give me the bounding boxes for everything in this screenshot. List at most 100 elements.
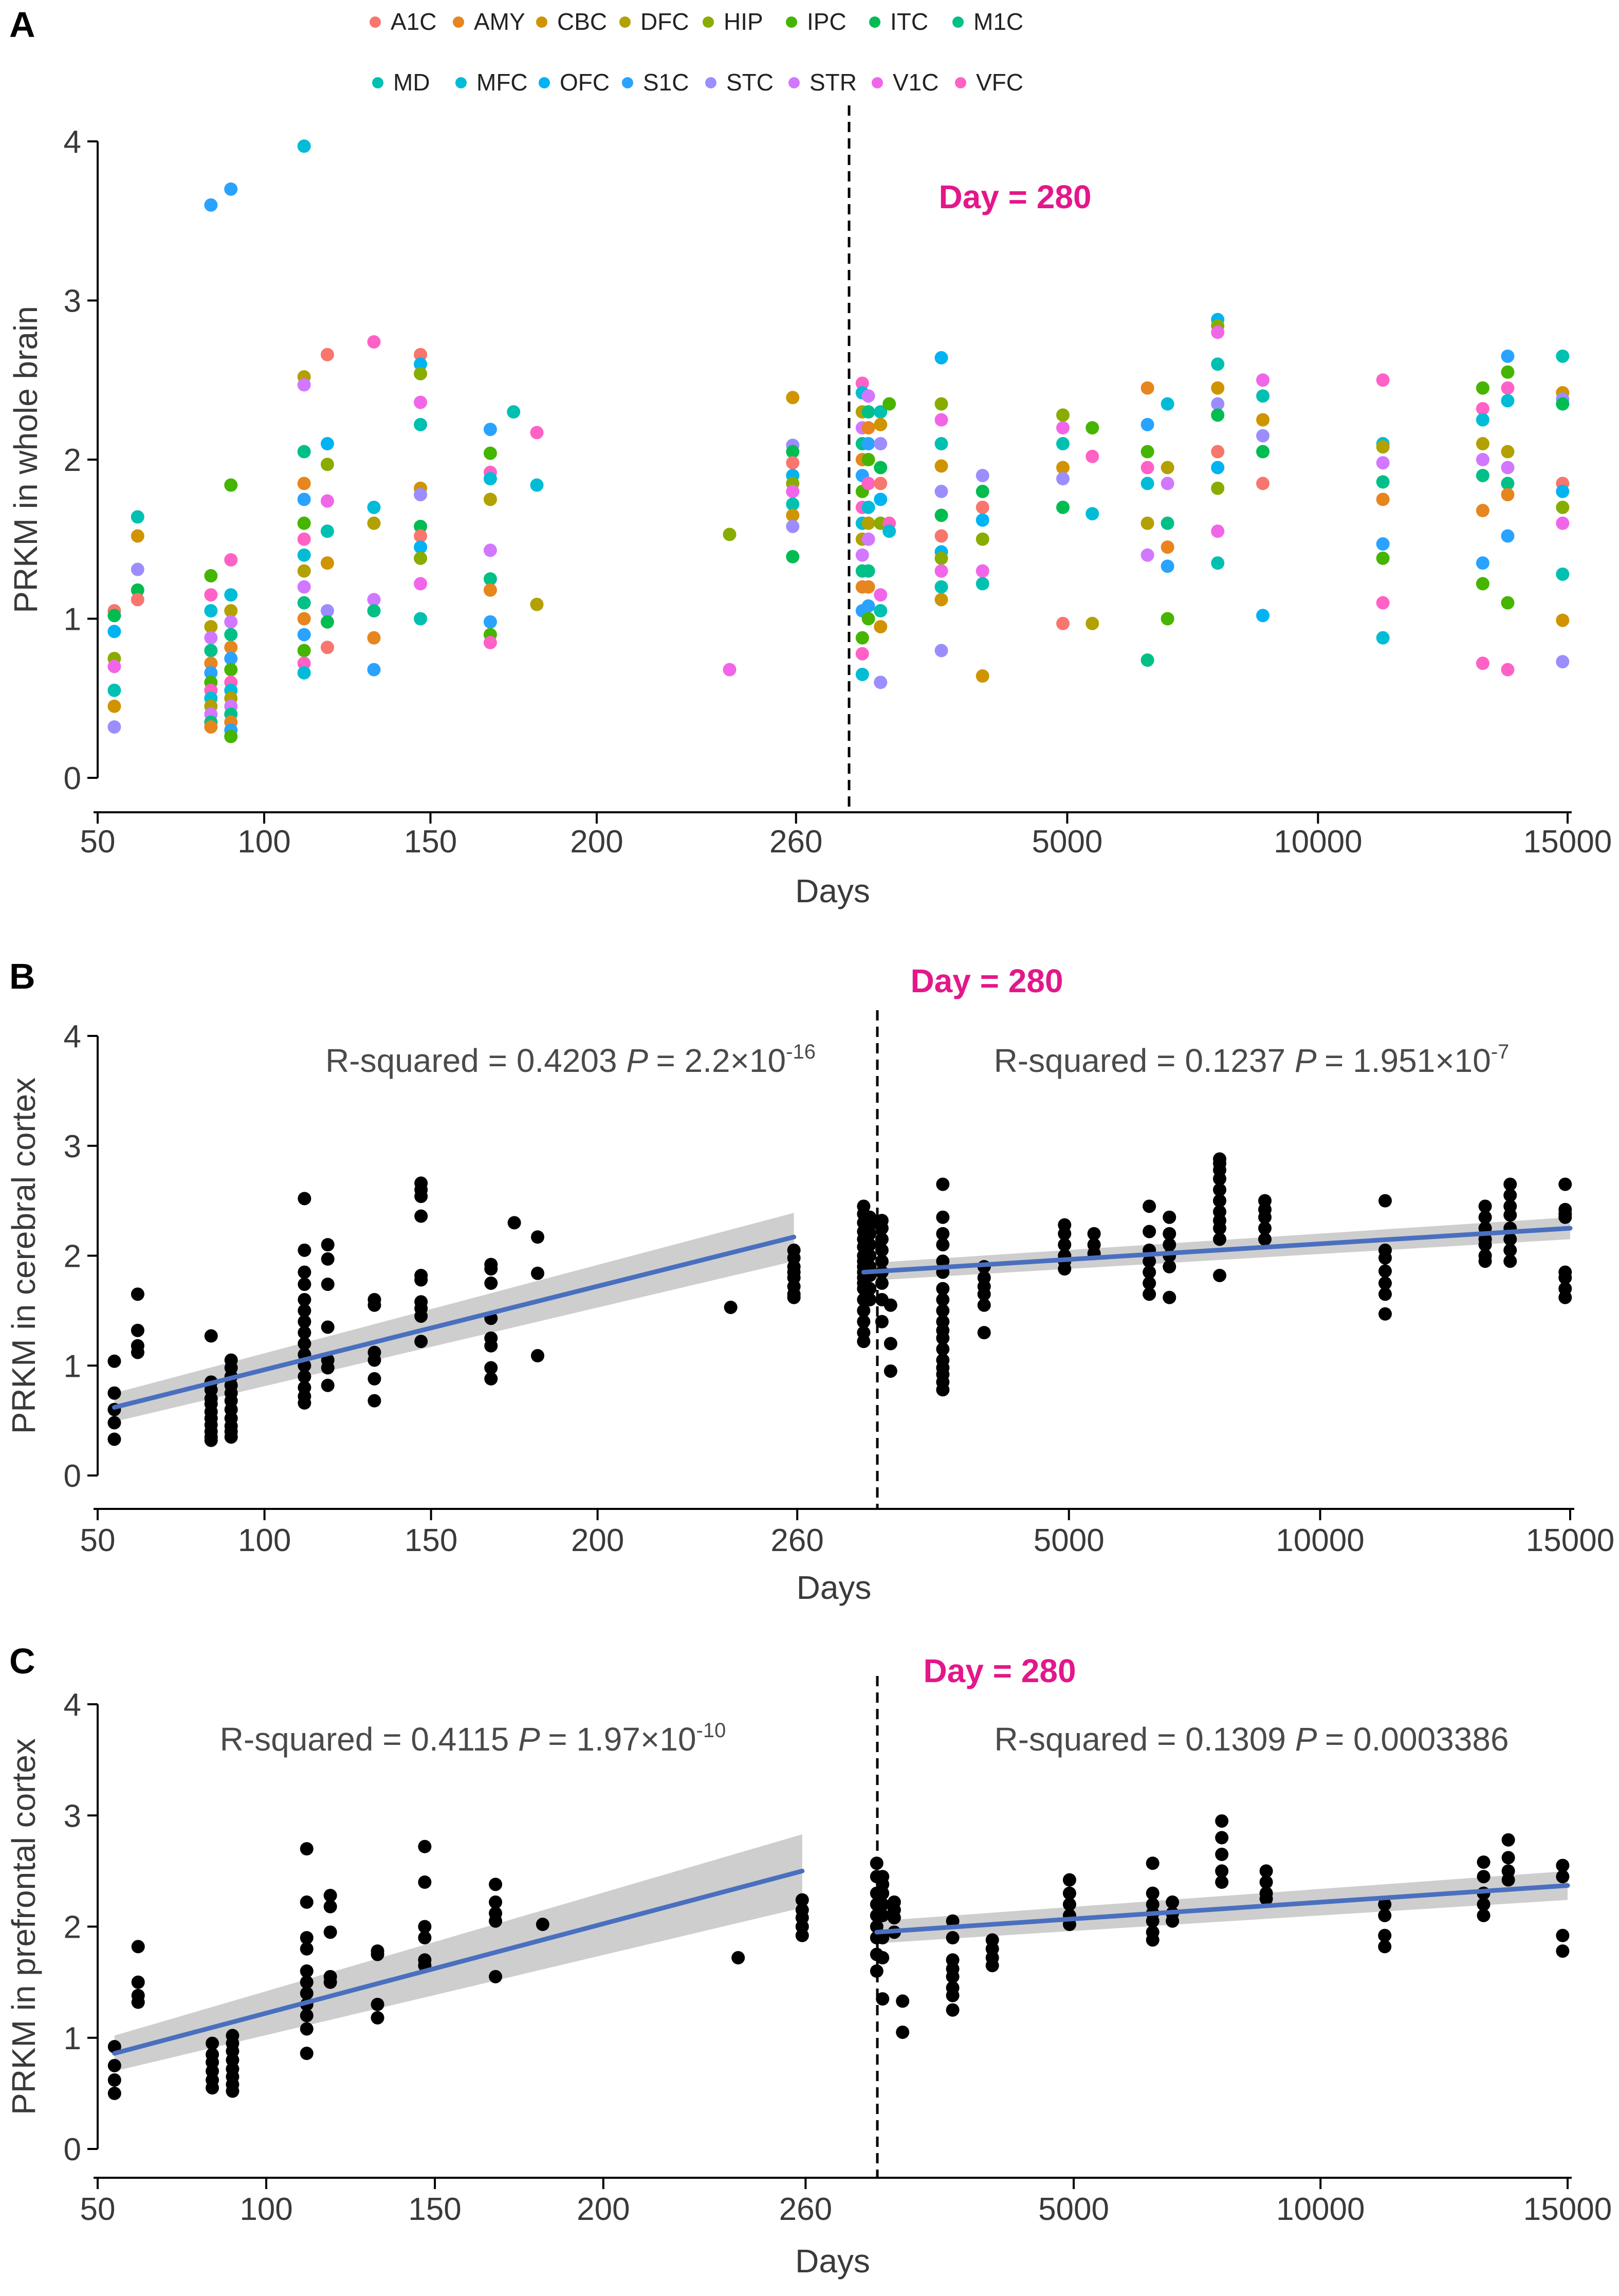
data-point <box>863 1227 877 1241</box>
legend-item: MFC <box>455 69 528 96</box>
data-point <box>367 1394 381 1408</box>
data-point <box>414 395 428 409</box>
data-point <box>204 631 218 645</box>
data-point <box>1378 1928 1392 1942</box>
data-point <box>300 1987 314 2000</box>
data-point <box>1256 609 1270 623</box>
fit-line-right <box>874 1883 1570 1935</box>
x-axis: 50 100 150 200 260 5000 10000 15000 <box>80 811 1612 860</box>
data-point <box>1256 477 1270 490</box>
data-point <box>1213 1268 1227 1282</box>
data-point <box>976 513 989 527</box>
y-tick-label: 0 <box>64 2132 81 2167</box>
data-point <box>297 580 311 594</box>
data-point <box>1556 613 1570 627</box>
data-point <box>1503 1254 1517 1268</box>
x-tick-label: 5000 <box>1034 1523 1105 1558</box>
data-point <box>874 437 888 451</box>
data-point <box>1258 1232 1272 1246</box>
data-point <box>1558 1210 1572 1224</box>
data-point <box>1376 456 1390 470</box>
data-point <box>483 635 497 649</box>
y-tick-label: 3 <box>64 1798 81 1834</box>
legend-item: HIP <box>703 8 763 35</box>
x-tick-label: 10000 <box>1276 1523 1364 1558</box>
data-point <box>414 488 428 502</box>
data-point <box>882 397 896 411</box>
data-point <box>1256 429 1270 443</box>
data-point <box>1086 449 1099 463</box>
data-point <box>934 564 948 578</box>
data-point <box>131 1287 144 1301</box>
p-symbol: P <box>626 1042 656 1079</box>
legend-label: M1C <box>973 8 1023 35</box>
data-point <box>870 1964 884 1978</box>
data-point <box>371 2011 384 2025</box>
data-point <box>936 1282 950 1296</box>
data-point <box>1161 612 1174 626</box>
data-point <box>321 1320 335 1334</box>
legend-label: STC <box>726 69 774 96</box>
legend-label: STR <box>810 69 857 96</box>
x-tick-label: 5000 <box>1038 2192 1109 2227</box>
data-point <box>1056 461 1070 475</box>
data-point <box>876 1886 890 1900</box>
legend-label: ITC <box>890 8 928 35</box>
data-point <box>1215 1847 1229 1861</box>
data-point <box>1256 445 1270 459</box>
x-tick-label: 200 <box>570 824 623 860</box>
data-point <box>414 367 428 380</box>
data-point <box>367 663 381 677</box>
data-point <box>795 1928 809 1942</box>
data-point <box>1215 1831 1229 1845</box>
data-point <box>414 551 428 565</box>
data-point <box>1143 1287 1156 1301</box>
data-point <box>1501 365 1515 379</box>
data-point <box>861 389 875 403</box>
data-point <box>946 1970 960 1983</box>
data-point <box>863 1238 877 1252</box>
data-point <box>297 378 311 392</box>
p-symbol: P <box>1295 1721 1325 1758</box>
data-point <box>1056 421 1070 435</box>
data-point <box>1556 1944 1570 1958</box>
data-point <box>1376 440 1390 454</box>
data-point <box>1161 540 1174 554</box>
data-point <box>367 631 381 645</box>
x-axis: 50 100 150 200 260 5000 10000 15000 <box>80 2177 1612 2227</box>
data-point <box>1478 1199 1492 1213</box>
y-tick-label: 3 <box>64 1129 81 1164</box>
data-point <box>934 551 948 565</box>
data-point <box>298 1337 311 1351</box>
data-point <box>1211 381 1225 395</box>
data-point <box>1476 577 1489 591</box>
data-point <box>1143 1225 1156 1238</box>
data-point <box>863 1249 877 1263</box>
data-point <box>1143 1254 1156 1268</box>
stat-left: R-squared = 0.4203 P = 2.2×10-16 <box>325 1041 816 1079</box>
r-squared: R-squared = 0.4203 <box>325 1042 626 1079</box>
x-axis-label: Days <box>795 872 870 909</box>
data-point <box>1378 1251 1392 1265</box>
data-point <box>1477 1908 1491 1922</box>
data-point <box>1161 397 1174 411</box>
data-point <box>1376 537 1390 551</box>
data-point <box>874 417 888 431</box>
data-point <box>861 405 875 419</box>
data-point <box>786 391 800 405</box>
data-point <box>1211 445 1225 459</box>
data-point <box>204 604 218 618</box>
data-point <box>531 1349 545 1363</box>
data-point <box>884 1364 897 1378</box>
data-point <box>1211 357 1225 371</box>
legend-swatch <box>869 16 880 28</box>
legend-label: MD <box>393 69 430 96</box>
data-point <box>300 2047 314 2061</box>
r-squared: R-squared = 0.1237 <box>994 1042 1295 1079</box>
data-point <box>795 1893 809 1907</box>
p-exponent: -7 <box>1491 1041 1510 1063</box>
data-point <box>934 484 948 498</box>
data-point <box>861 599 875 613</box>
data-point <box>863 1282 877 1296</box>
legend-item: S1C <box>622 69 689 96</box>
